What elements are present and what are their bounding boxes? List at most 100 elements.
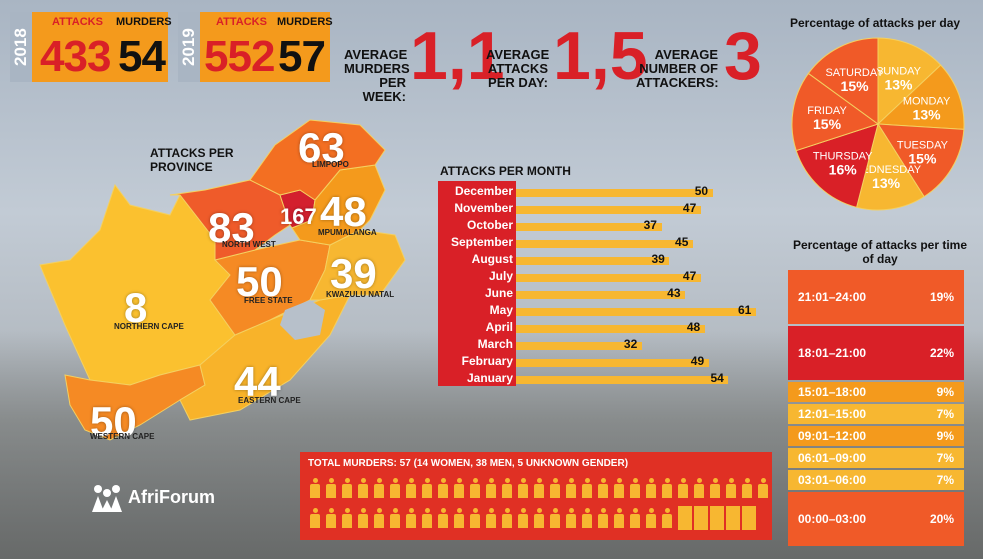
month-bar-value: 50 <box>694 184 709 198</box>
month-bar-value: 61 <box>738 303 752 317</box>
tod-row: 12:01–15:00 7% <box>788 404 964 424</box>
month-label: January <box>466 371 513 385</box>
person-figure <box>326 508 336 528</box>
month-bar-value: 47 <box>682 201 697 215</box>
avg-attackers-label: AVERAGE NUMBER OF ATTACKERS: <box>636 48 719 90</box>
summary-2018-box: 2018 ATTACKS MURDERS 433 54 <box>10 12 172 82</box>
month-label: May <box>489 303 513 317</box>
person-figure <box>550 478 560 498</box>
person-figure <box>342 508 352 528</box>
unknown-gender-figure <box>742 506 756 530</box>
person-figure <box>518 478 528 498</box>
person-figure <box>390 478 400 498</box>
province-name-limpopo: LIMPOPO <box>312 160 349 169</box>
province-value-north-west: 83 <box>208 204 255 251</box>
avg-murders-label-line: MURDERS <box>344 61 410 76</box>
person-figure <box>422 508 432 528</box>
murders-value-2019: 57 <box>278 32 326 81</box>
tod-value: 7% <box>936 407 954 421</box>
pie-slice-friday <box>791 72 880 152</box>
person-figure <box>566 508 576 528</box>
pie-slice-value: 15% <box>813 116 842 132</box>
pie-slice-sunday <box>877 37 942 126</box>
month-label-column <box>438 181 516 386</box>
unknown-gender-figure <box>726 506 740 530</box>
person-figure <box>310 508 320 528</box>
month-label: August <box>471 252 513 266</box>
person-figure <box>662 478 672 498</box>
province-name-northern-cape: NORTHERN CAPE <box>114 322 184 331</box>
province-name-free-state: FREE STATE <box>244 296 293 305</box>
attacks-value-2018: 433 <box>40 32 111 81</box>
province-kwazulu-natal <box>309 229 406 301</box>
unknown-gender-figure <box>710 506 724 530</box>
person-figure <box>582 508 592 528</box>
person-figure <box>486 508 496 528</box>
month-bar <box>516 274 701 282</box>
province-value-northern-cape: 8 <box>124 284 148 331</box>
pie-slice-wednesday <box>856 122 925 211</box>
person-figure <box>630 478 640 498</box>
province-name-eastern-cape: EASTERN CAPE <box>238 396 301 405</box>
person-figure <box>502 478 512 498</box>
person-figure <box>678 478 688 498</box>
person-figure <box>470 508 480 528</box>
tod-row: 21:01–24:00 19% <box>788 270 964 324</box>
month-bar <box>516 359 709 367</box>
province-north-west <box>169 179 291 261</box>
pie-slice-value: 15% <box>908 150 937 166</box>
person-figure <box>614 508 624 528</box>
person-figure <box>470 478 480 498</box>
month-label: February <box>461 354 513 368</box>
month-label: June <box>484 286 513 300</box>
tod-label: 03:01–06:00 <box>798 473 867 487</box>
person-figure <box>342 478 352 498</box>
month-bar-value: 45 <box>675 235 689 249</box>
tod-row: 03:01–06:00 7% <box>788 470 964 490</box>
month-bar <box>516 223 662 231</box>
province-title: ATTACKS PER PROVINCE <box>150 146 234 174</box>
person-figure <box>566 478 576 498</box>
pie-slice-tuesday <box>877 123 965 198</box>
total-murders-text: TOTAL MURDERS: 57 (14 WOMEN, 38 MEN, 5 U… <box>308 458 629 469</box>
month-bar <box>516 291 686 299</box>
month-bar-value: 43 <box>667 286 681 300</box>
person-figure <box>742 478 752 498</box>
lesotho <box>280 300 325 340</box>
person-figure <box>598 508 608 528</box>
attacks-value-2019: 552 <box>204 32 275 81</box>
pie-slice-label: MONDAY <box>903 96 951 108</box>
province-limpopo <box>249 119 386 201</box>
tod-title: Percentage of attacks per time of day <box>792 238 968 266</box>
person-figure <box>422 478 432 498</box>
person-figure <box>758 478 768 498</box>
province-name-western-cape: WESTERN CAPE <box>90 432 155 441</box>
person-figure <box>694 478 704 498</box>
month-bar <box>516 342 642 350</box>
afriforum-logo-text: AfriForum <box>128 487 215 507</box>
tod-value: 20% <box>929 512 954 526</box>
attacks-label-2018: ATTACKS <box>52 16 103 28</box>
month-label: September <box>450 235 513 249</box>
tod-value: 7% <box>936 451 954 465</box>
person-figure <box>646 508 656 528</box>
unknown-gender-figure <box>694 506 708 530</box>
province-value-mpumalanga: 48 <box>320 188 367 235</box>
month-bar-value: 54 <box>710 371 724 385</box>
avg-murders-value: 1,1 <box>410 18 505 94</box>
tod-value: 7% <box>936 473 954 487</box>
avg-attackers-value: 3 <box>724 18 762 94</box>
person-figure <box>662 508 672 528</box>
tod-row: 18:01–21:00 22% <box>788 326 964 380</box>
tod-value: 9% <box>936 385 954 399</box>
person-figure <box>582 478 592 498</box>
tod-label: 00:00–03:00 <box>798 512 867 526</box>
province-value-western-cape: 50 <box>90 398 137 445</box>
avg-attacks-label-line: AVERAGE <box>486 47 550 62</box>
tod-value: 19% <box>929 290 954 304</box>
month-bar <box>516 206 701 214</box>
tod-row: 09:01–12:00 9% <box>788 426 964 446</box>
murders-value-2018: 54 <box>118 32 166 81</box>
person-figure <box>374 508 384 528</box>
summary-2019-box: 2019 ATTACKS MURDERS 552 57 <box>178 12 333 82</box>
